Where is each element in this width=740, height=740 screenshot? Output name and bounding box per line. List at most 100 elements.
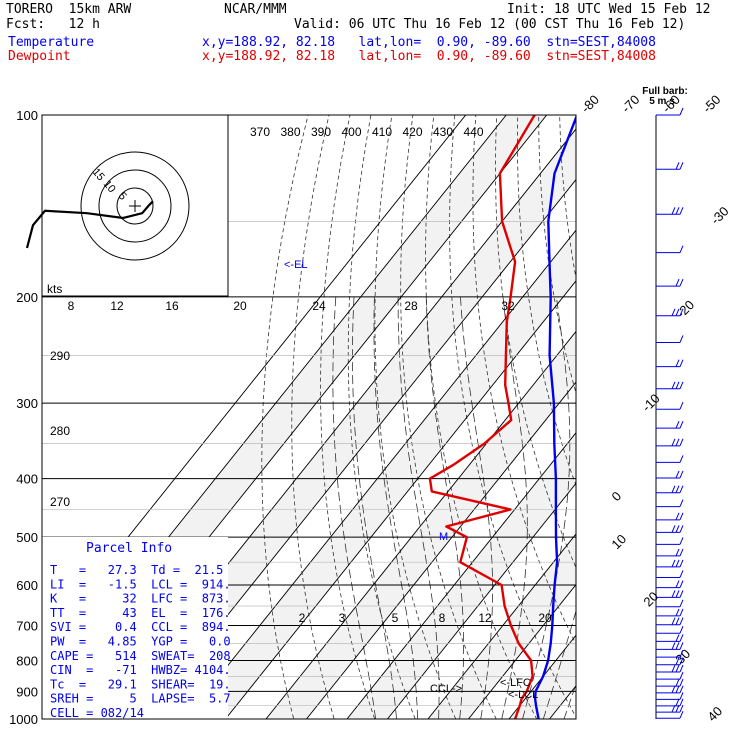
wind-barb-feather: [679, 537, 684, 545]
wind-barb-feather: [679, 685, 684, 694]
temperature-profile: [533, 115, 576, 719]
isotherm-line: [346, 432, 576, 719]
wind-barb-feather: [679, 625, 684, 634]
dewpoint-location: x,y=188.92, 82.18 lat,lon= 0.90, -89.60 …: [202, 49, 656, 64]
wind-barb-feather: [675, 278, 680, 287]
barb-legend-title: Full barb:: [642, 86, 688, 97]
wind-barb-feather: [671, 664, 676, 673]
hodograph-units: kts: [47, 282, 62, 296]
isotherm-line: [427, 533, 576, 719]
isotherm-line: [184, 229, 576, 719]
el-marker: <-EL: [284, 259, 308, 271]
wind-barb-feather: [679, 455, 684, 463]
wind-barb-feather: [679, 548, 684, 557]
moist-adiabat: [352, 296, 397, 719]
parcel-row: CIN = -71 HWBZ= 4104.: [50, 663, 231, 677]
parcel-row: LI = -1.5 LCL = 914.: [50, 577, 231, 591]
wind-barb-feather: [671, 590, 676, 598]
moist-adiabat: [397, 296, 440, 719]
mixing-ratio-label: 8: [439, 611, 446, 625]
moist-adiabat: [332, 296, 377, 719]
barb-legend-units: 5 m s: [649, 96, 675, 107]
lfc-marker: <-LFC: [500, 677, 531, 689]
pressure-label: 200: [16, 290, 38, 305]
parcel-row: CAPE = 514 SWEAT= 208: [50, 649, 231, 663]
temperature-legend: Temperature: [8, 35, 95, 50]
moist-adiabat: [580, 297, 737, 732]
wind-barb-feather: [675, 698, 680, 707]
isotherm-line: [467, 583, 576, 719]
pressure-label: 1000: [9, 712, 38, 727]
isotherm-line: [265, 330, 576, 719]
mixing-ratio-label: 5: [392, 611, 399, 625]
temperature-label: -20: [673, 297, 697, 321]
plot-frame: [41, 114, 577, 720]
mixing-ratio-label: 12: [478, 611, 492, 625]
wind-barb-feather: [671, 617, 676, 625]
wind-barb-feather: [675, 642, 680, 650]
temperature-label: -50: [700, 92, 724, 116]
wind-barb-feather: [679, 107, 684, 116]
wind-barb-feather: [679, 335, 684, 343]
theta-label: 370: [250, 125, 270, 139]
speed-label: 24: [312, 299, 326, 313]
pressure-label: 300: [16, 396, 38, 411]
wind-barb-feather: [679, 649, 684, 658]
wind-barb-feather: [675, 308, 680, 316]
theta-label: 430: [433, 125, 453, 139]
parcel-row: K = 32 LFC = 873.: [50, 592, 231, 606]
hodograph-ring: [80, 151, 190, 261]
wind-barb-feather: [675, 420, 680, 429]
moist-adiabat: [460, 296, 494, 719]
isotherm-line: [620, 87, 740, 731]
wind-barb-feather: [675, 548, 680, 557]
wind-barb-feather: [675, 685, 680, 694]
moist-adiabat: [425, 296, 465, 719]
wind-barb-feather: [679, 664, 684, 673]
wind-barb-feather: [679, 580, 684, 588]
parcel-row: Tc = 29.1 SHEAR= 19.: [50, 677, 231, 691]
temperature-label: 40: [704, 703, 725, 724]
wind-barb-feather: [679, 634, 684, 642]
dewpoint-legend: Dewpoint: [8, 49, 71, 64]
theta-label: 270: [50, 495, 70, 509]
wind-barb-feather: [675, 359, 680, 367]
wind-barb-feather: [675, 608, 680, 617]
speed-label: 16: [165, 299, 179, 313]
dry-adiabat: [681, 87, 740, 731]
parcel-panel: [42, 537, 228, 719]
ccl-marker: CCL->: [430, 683, 462, 695]
wind-barb-feather: [679, 402, 684, 410]
center-title: NCAR/MMM: [224, 2, 287, 17]
wind-barb-feather: [675, 485, 680, 493]
moist-adiabat: [542, 609, 576, 719]
dry-adiabat: [722, 87, 740, 731]
wind-barb-feather: [679, 308, 684, 316]
temperature-label: -10: [639, 391, 663, 415]
pressure-label: 800: [16, 653, 38, 668]
wind-barb-feather: [671, 525, 676, 533]
parcel-row: TT = 43 EL = 176.: [50, 606, 231, 620]
moist-adiabat: [373, 296, 418, 719]
wind-barb-feather: [675, 207, 680, 215]
parcel-row: CELL = 082/14: [50, 706, 144, 720]
wind-barb-feather: [671, 704, 676, 713]
dry-adiabat: [620, 87, 740, 731]
wind-barb-feather: [675, 162, 680, 170]
hodograph-ring: [98, 169, 172, 243]
wind-barb-feather: [671, 207, 676, 215]
pressure-label: 500: [16, 530, 38, 545]
wind-barb-feather: [679, 692, 684, 700]
freezing-marker: M: [439, 531, 448, 543]
wind-barb-feather: [671, 685, 676, 694]
wind-barb-feather: [679, 420, 684, 429]
isotherm-line: [386, 482, 576, 719]
pressure-label: 600: [16, 578, 38, 593]
wind-barb-feather: [679, 590, 684, 598]
wind-barb-feather: [675, 381, 680, 390]
wind-barb-feather: [679, 617, 684, 625]
wind-barb-feather: [679, 499, 684, 507]
wind-barb-feather: [679, 278, 684, 287]
speed-label: 20: [233, 299, 247, 313]
pressure-label: 700: [16, 618, 38, 633]
